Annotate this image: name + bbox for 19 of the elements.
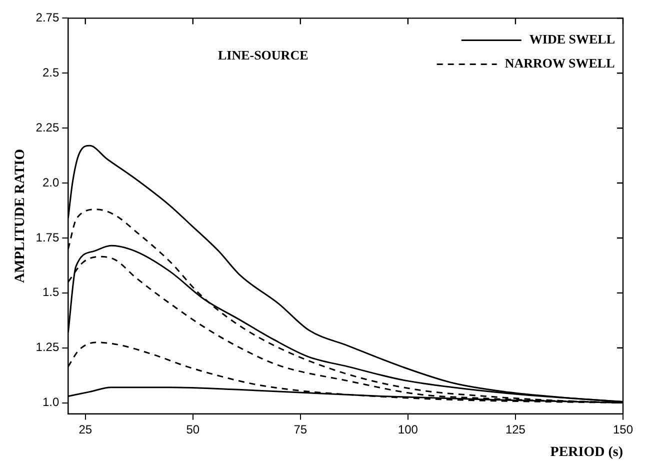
x-tick-label: 75 [294,422,308,436]
y-axis-title: AMPLITUDE RATIO [13,148,28,283]
y-tick-label: 1.25 [36,340,60,354]
x-tick-label: 125 [505,422,526,436]
legend-label: WIDE SWELL [529,32,616,47]
y-tick-label: 1.5 [42,285,60,300]
x-tick-label: 50 [186,422,200,436]
x-axis-title: PERIOD (s) [550,445,624,460]
y-tick-label: 2.0 [42,175,60,190]
x-tick-label: 25 [78,422,92,436]
x-tick-label: 150 [612,422,634,436]
y-tick-label: 1.75 [36,230,60,244]
y-tick-label: 1.0 [42,395,60,410]
y-tick-label: 2.75 [36,10,60,25]
y-tick-label: 2.25 [36,120,60,134]
legend-label: NARROW SWELL [504,56,616,71]
y-tick-label: 2.5 [42,65,60,80]
x-tick-label: 100 [398,422,418,436]
annotation: LINE-SOURCE [218,48,308,63]
